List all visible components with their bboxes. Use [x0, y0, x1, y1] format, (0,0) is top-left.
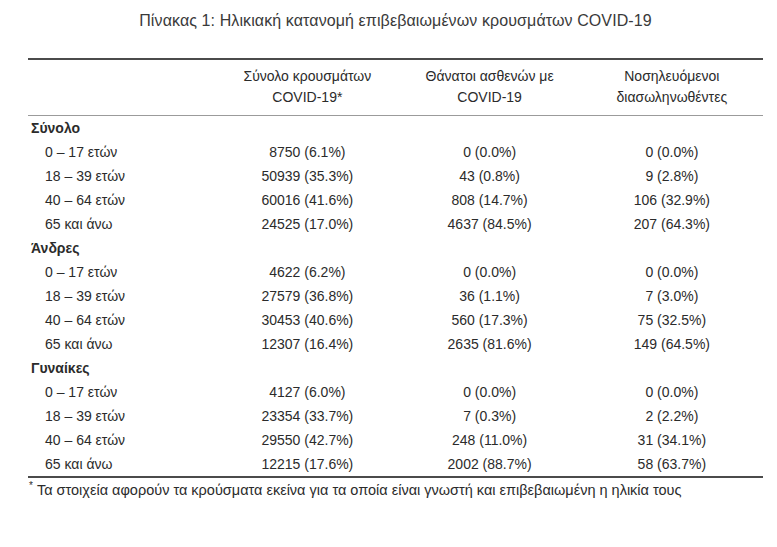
table-row: 65 και άνω 24525 (17.0%) 4637 (84.5%) 20…: [28, 212, 763, 236]
table-header: Σύνολο κρουσμάτων COVID-19* Θάνατοι ασθε…: [28, 59, 763, 116]
deaths-cell: 248 (11.0%): [398, 428, 580, 452]
header-row: Σύνολο κρουσμάτων COVID-19* Θάνατοι ασθε…: [28, 59, 763, 116]
deaths-cell: 0 (0.0%): [398, 140, 580, 164]
table-row: 0 – 17 ετών 4622 (6.2%) 0 (0.0%) 0 (0.0%…: [28, 260, 763, 284]
row-label: 40 – 64 ετών: [28, 308, 216, 332]
table-row: 18 – 39 ετών 50939 (35.3%) 43 (0.8%) 9 (…: [28, 164, 763, 188]
cases-cell: 8750 (6.1%): [216, 140, 398, 164]
intubated-cell: 0 (0.0%): [581, 380, 763, 404]
column-header-cases-line1: Σύνολο κρουσμάτων: [216, 66, 398, 87]
column-header-deaths-line2: COVID-19: [398, 87, 580, 108]
table-row: 0 – 17 ετών 4127 (6.0%) 0 (0.0%) 0 (0.0%…: [28, 380, 763, 404]
column-header-cases: Σύνολο κρουσμάτων COVID-19*: [216, 59, 398, 116]
intubated-cell: 58 (63.7%): [581, 452, 763, 477]
deaths-cell: 4637 (84.5%): [398, 212, 580, 236]
row-label: 0 – 17 ετών: [28, 140, 216, 164]
column-header-deaths-line1: Θάνατοι ασθενών με: [398, 66, 580, 87]
footnote-text: Τα στοιχεία αφορούν τα κρούσματα εκείνα …: [37, 482, 682, 498]
intubated-cell: 2 (2.2%): [581, 404, 763, 428]
table-row: 65 και άνω 12215 (17.6%) 2002 (88.7%) 58…: [28, 452, 763, 477]
cases-cell: 4622 (6.2%): [216, 260, 398, 284]
row-label: 18 – 39 ετών: [28, 284, 216, 308]
covid-age-distribution-table: Σύνολο κρουσμάτων COVID-19* Θάνατοι ασθε…: [28, 58, 763, 478]
page-title: Πίνακας 1: Ηλικιακή κατανομή επιβεβαιωμέ…: [28, 0, 763, 58]
deaths-cell: 43 (0.8%): [398, 164, 580, 188]
row-label: 0 – 17 ετών: [28, 380, 216, 404]
section-row-men: Άνδρες: [28, 236, 763, 260]
intubated-cell: 75 (32.5%): [581, 308, 763, 332]
intubated-cell: 106 (32.9%): [581, 188, 763, 212]
row-label: 18 – 39 ετών: [28, 404, 216, 428]
row-label: 40 – 64 ετών: [28, 428, 216, 452]
section-title: Γυναίκες: [28, 356, 763, 380]
row-label: 0 – 17 ετών: [28, 260, 216, 284]
deaths-cell: 2002 (88.7%): [398, 452, 580, 477]
column-header-deaths: Θάνατοι ασθενών με COVID-19: [398, 59, 580, 116]
row-label: 40 – 64 ετών: [28, 188, 216, 212]
cases-cell: 23354 (33.7%): [216, 404, 398, 428]
table-row: 65 και άνω 12307 (16.4%) 2635 (81.6%) 14…: [28, 332, 763, 356]
cases-cell: 4127 (6.0%): [216, 380, 398, 404]
footnote-marker: *: [29, 480, 33, 491]
intubated-cell: 7 (3.0%): [581, 284, 763, 308]
row-label: 65 και άνω: [28, 212, 216, 236]
intubated-cell: 31 (34.1%): [581, 428, 763, 452]
intubated-cell: 0 (0.0%): [581, 140, 763, 164]
table-row: 18 – 39 ετών 23354 (33.7%) 7 (0.3%) 2 (2…: [28, 404, 763, 428]
deaths-cell: 36 (1.1%): [398, 284, 580, 308]
deaths-cell: 2635 (81.6%): [398, 332, 580, 356]
cases-cell: 12307 (16.4%): [216, 332, 398, 356]
cases-cell: 30453 (40.6%): [216, 308, 398, 332]
footnote: * Τα στοιχεία αφορούν τα κρούσματα εκείνα…: [29, 480, 769, 498]
table-row: 18 – 39 ετών 27579 (36.8%) 36 (1.1%) 7 (…: [28, 284, 763, 308]
table-row: 40 – 64 ετών 29550 (42.7%) 248 (11.0%) 3…: [28, 428, 763, 452]
row-label: 18 – 39 ετών: [28, 164, 216, 188]
deaths-cell: 0 (0.0%): [398, 380, 580, 404]
cases-cell: 24525 (17.0%): [216, 212, 398, 236]
deaths-cell: 0 (0.0%): [398, 260, 580, 284]
column-header-intubated: Νοσηλευόμενοι διασωληνωθέντες: [581, 59, 763, 116]
section-row-total: Σύνολο: [28, 116, 763, 141]
deaths-cell: 7 (0.3%): [398, 404, 580, 428]
section-title: Σύνολο: [28, 116, 763, 141]
column-header-cases-line2: COVID-19*: [216, 87, 398, 108]
cases-cell: 27579 (36.8%): [216, 284, 398, 308]
section-title: Άνδρες: [28, 236, 763, 260]
cases-cell: 12215 (17.6%): [216, 452, 398, 477]
intubated-cell: 149 (64.5%): [581, 332, 763, 356]
column-header-intubated-line1: Νοσηλευόμενοι: [581, 66, 763, 87]
corner-cell: [28, 59, 216, 116]
deaths-cell: 560 (17.3%): [398, 308, 580, 332]
section-row-women: Γυναίκες: [28, 356, 763, 380]
cases-cell: 60016 (41.6%): [216, 188, 398, 212]
deaths-cell: 808 (14.7%): [398, 188, 580, 212]
row-label: 65 και άνω: [28, 332, 216, 356]
column-header-intubated-line2: διασωληνωθέντες: [581, 87, 763, 108]
table-row: 0 – 17 ετών 8750 (6.1%) 0 (0.0%) 0 (0.0%…: [28, 140, 763, 164]
table-row: 40 – 64 ετών 60016 (41.6%) 808 (14.7%) 1…: [28, 188, 763, 212]
intubated-cell: 207 (64.3%): [581, 212, 763, 236]
table-row: 40 – 64 ετών 30453 (40.6%) 560 (17.3%) 7…: [28, 308, 763, 332]
intubated-cell: 9 (2.8%): [581, 164, 763, 188]
cases-cell: 29550 (42.7%): [216, 428, 398, 452]
row-label: 65 και άνω: [28, 452, 216, 477]
table-body: Σύνολο 0 – 17 ετών 8750 (6.1%) 0 (0.0%) …: [28, 116, 763, 478]
intubated-cell: 0 (0.0%): [581, 260, 763, 284]
cases-cell: 50939 (35.3%): [216, 164, 398, 188]
